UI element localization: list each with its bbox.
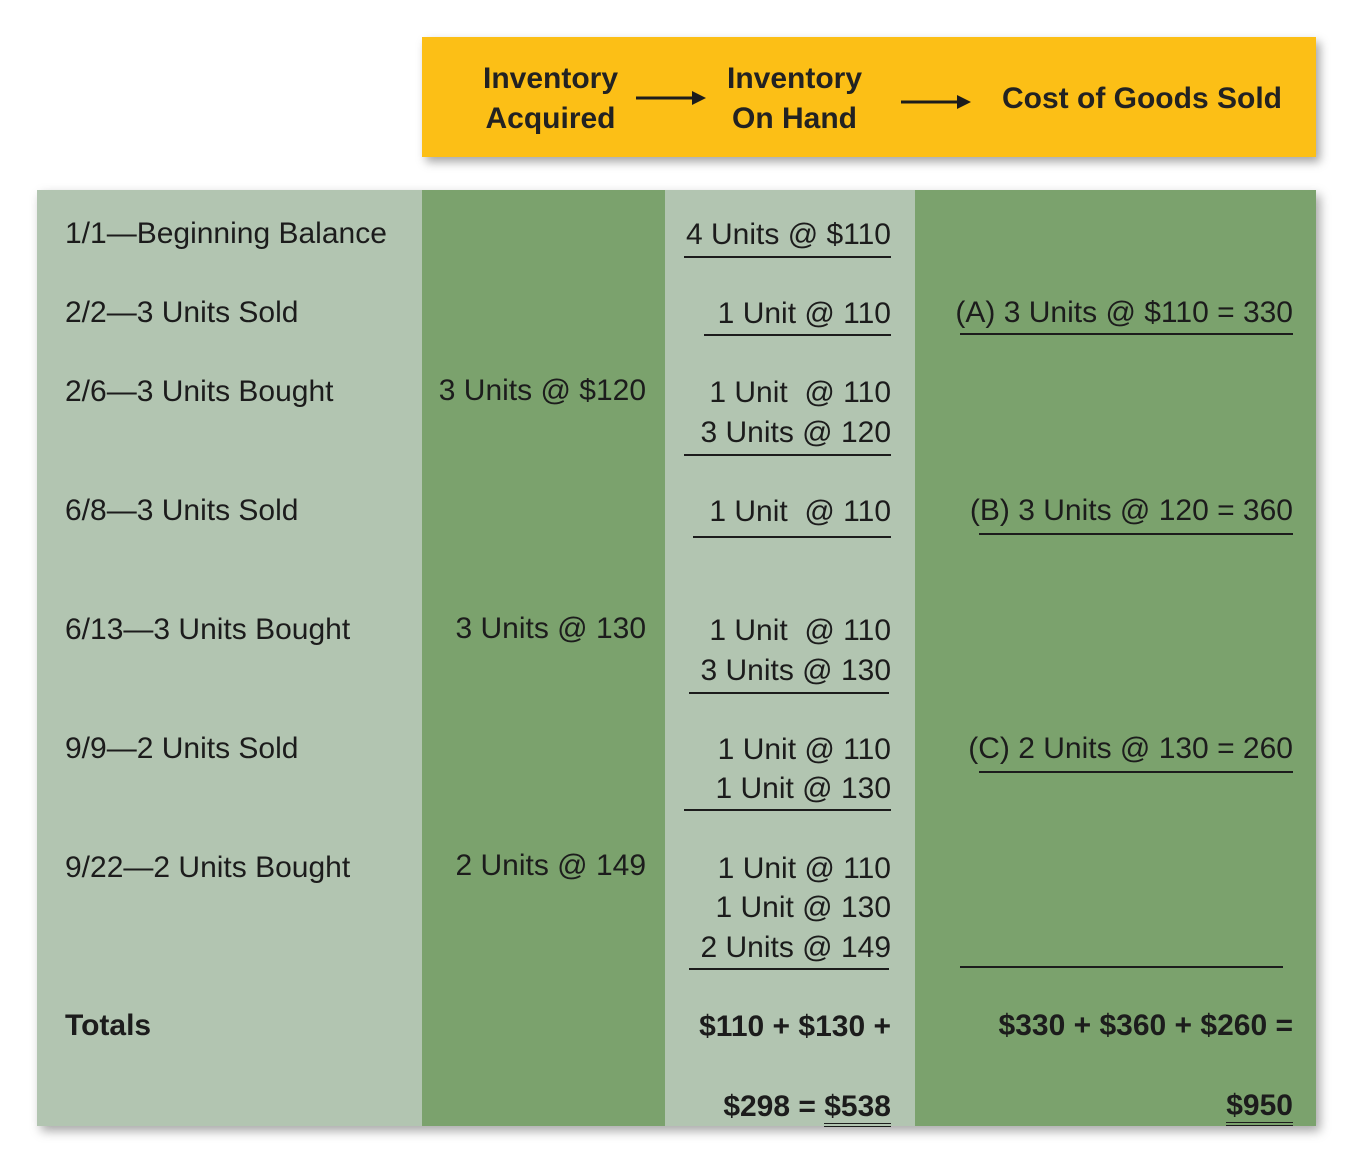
underline: [960, 966, 1283, 968]
on-hand-total-value: $538: [824, 1090, 891, 1127]
underline: [689, 692, 889, 694]
row-label: 6/13—3 Units Bought: [65, 613, 351, 646]
row-label: 9/22—2 Units Bought: [65, 851, 351, 884]
column-transactions: [37, 190, 422, 1126]
underline: [689, 968, 889, 970]
cogs-total-value: $950: [1226, 1089, 1293, 1126]
cogs-entry: (A) 3 Units @ $110 = 330: [955, 296, 1293, 329]
on-hand-line: 3 Units @ 120: [700, 416, 891, 449]
on-hand-line: 1 Unit @ 110: [717, 297, 891, 330]
on-hand-line: 1 Unit @ 110: [709, 614, 891, 647]
header-inventory-on-hand: Inventory On Hand: [726, 62, 863, 135]
fifo-inventory-table: 1/1—Beginning Balance 4 Units @ $110 2/2…: [37, 190, 1316, 1127]
underline: [684, 256, 891, 258]
cogs-total-line2: $950: [915, 1046, 1293, 1166]
totals-label: Totals: [65, 1009, 152, 1042]
on-hand-total-prefix: $298 =: [723, 1090, 825, 1123]
arrow-right-icon: [636, 91, 706, 105]
underline: [960, 333, 1293, 335]
column-cost-of-goods-sold: [915, 190, 1316, 1126]
on-hand-line: 4 Units @ $110: [685, 218, 891, 251]
on-hand-line: 1 Unit @ 110: [709, 495, 891, 528]
flow-header: Inventory Acquired Inventory On Hand Cos…: [422, 37, 1316, 157]
acquired-entry: 2 Units @ 149: [455, 849, 646, 882]
acquired-entry: 3 Units @ 130: [455, 612, 646, 645]
on-hand-line: 1 Unit @ 130: [715, 891, 891, 924]
on-hand-line: 1 Unit @ 130: [715, 772, 891, 805]
underline: [704, 334, 891, 336]
cogs-entry: (C) 2 Units @ 130 = 260: [968, 732, 1293, 765]
underline: [979, 533, 1293, 535]
arrow-right-icon: [901, 95, 971, 109]
column-inventory-acquired: [422, 190, 665, 1126]
row-label: 1/1—Beginning Balance: [65, 217, 387, 250]
underline: [684, 809, 891, 811]
on-hand-line: 2 Units @ 149: [700, 931, 891, 964]
cogs-total-line1: $330 + $360 + $260 =: [998, 1009, 1293, 1042]
on-hand-line: 1 Unit @ 110: [709, 376, 891, 409]
row-label: 9/9—2 Units Sold: [65, 732, 299, 765]
row-label: 2/2—3 Units Sold: [65, 296, 299, 329]
on-hand-line: 1 Unit @ 110: [717, 852, 891, 885]
underline: [693, 536, 891, 538]
row-label: 6/8—3 Units Sold: [65, 494, 299, 527]
underline: [684, 454, 891, 456]
cogs-entry: (B) 3 Units @ 120 = 360: [969, 494, 1293, 527]
on-hand-total-line1: $110 + $130 +: [699, 1010, 891, 1043]
column-inventory-on-hand: [665, 190, 915, 1126]
header-inventory-acquired: Inventory Acquired: [482, 62, 619, 135]
underline: [979, 771, 1293, 773]
on-hand-total-line2: $298 = $538: [665, 1047, 891, 1167]
on-hand-line: 3 Units @ 130: [700, 654, 891, 687]
on-hand-line: 1 Unit @ 110: [717, 733, 891, 766]
row-label: 2/6—3 Units Bought: [65, 375, 334, 408]
acquired-entry: 3 Units @ $120: [438, 374, 646, 407]
header-cost-of-goods-sold: Cost of Goods Sold: [1002, 82, 1282, 115]
